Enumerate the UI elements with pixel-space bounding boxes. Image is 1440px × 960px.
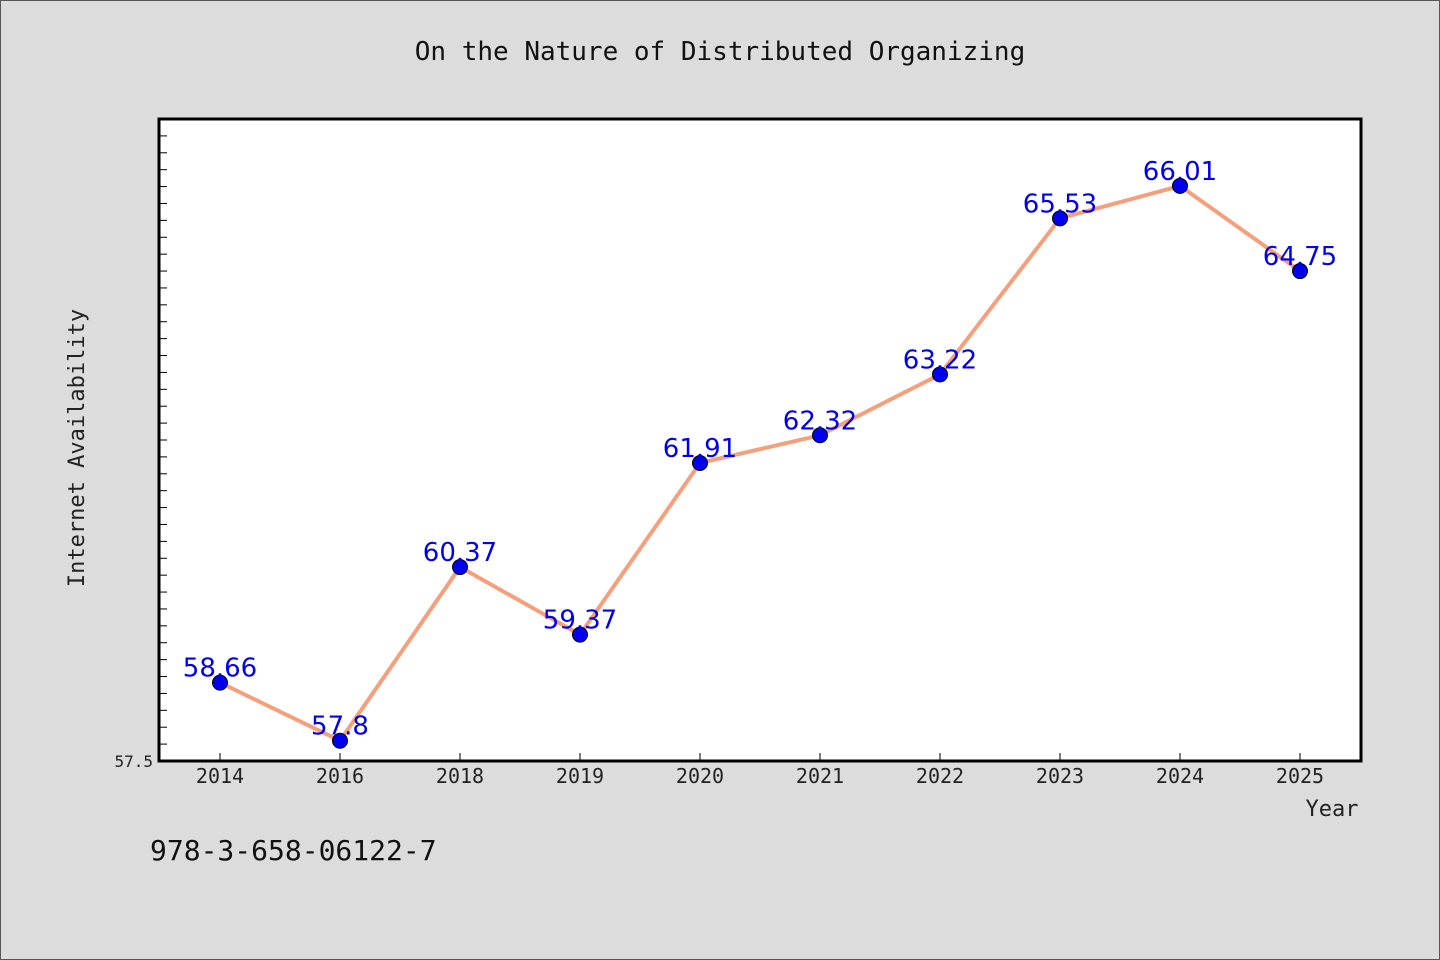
y-axis-label: Internet Availability bbox=[65, 309, 90, 587]
plot-area bbox=[157, 117, 1363, 763]
series-line bbox=[219, 183, 1302, 743]
data-point bbox=[332, 732, 348, 749]
data-label: 61.91 bbox=[663, 434, 737, 464]
data-label: 65.53 bbox=[1023, 189, 1097, 219]
series-markers bbox=[212, 177, 1308, 749]
x-tick-label: 2014 bbox=[196, 764, 244, 788]
x-tick-label: 2019 bbox=[556, 764, 604, 788]
data-label: 66.01 bbox=[1143, 157, 1217, 187]
data-label: 60.37 bbox=[423, 538, 497, 568]
data-label: 64.75 bbox=[1263, 242, 1337, 272]
y-axis-ticks: 57.5 bbox=[114, 135, 167, 771]
x-tick-label: 2023 bbox=[1036, 764, 1084, 788]
y-tick-label: 57.5 bbox=[114, 752, 153, 771]
data-point bbox=[452, 559, 468, 576]
data-labels: 58.66 57.8 60.37 59.37 61.91 62.32 63.22 65.53 6… bbox=[183, 157, 1337, 742]
x-tick-label: 2020 bbox=[676, 764, 724, 788]
x-tick-label: 2024 bbox=[1156, 764, 1204, 788]
isbn-text: 978-3-658-06122-7 bbox=[150, 834, 437, 867]
x-axis-label: Year bbox=[1306, 797, 1359, 822]
x-tick-label: 2016 bbox=[316, 764, 364, 788]
x-tick-label: 2018 bbox=[436, 764, 484, 788]
x-tick-label: 2025 bbox=[1276, 764, 1324, 788]
x-axis-ticks: 2014 2016 2018 2019 2020 2021 2022 2023 2024 2025 bbox=[196, 753, 1324, 788]
data-point bbox=[932, 366, 948, 383]
data-label: 57.8 bbox=[311, 712, 369, 742]
data-label: 62.32 bbox=[783, 406, 857, 436]
x-tick-label: 2022 bbox=[916, 764, 964, 788]
data-point bbox=[692, 454, 708, 471]
data-point bbox=[212, 674, 228, 691]
data-point bbox=[1052, 210, 1068, 227]
x-tick-label: 2021 bbox=[796, 764, 844, 788]
data-label: 59.37 bbox=[543, 606, 617, 636]
data-point bbox=[812, 427, 828, 444]
data-point bbox=[572, 626, 588, 643]
chart-title: On the Nature of Distributed Organizing bbox=[415, 37, 1025, 67]
data-point bbox=[1172, 177, 1188, 194]
series-line-group bbox=[219, 183, 1302, 743]
data-label: 63.22 bbox=[903, 345, 977, 375]
data-label: 58.66 bbox=[183, 654, 257, 684]
data-point bbox=[1292, 263, 1308, 280]
